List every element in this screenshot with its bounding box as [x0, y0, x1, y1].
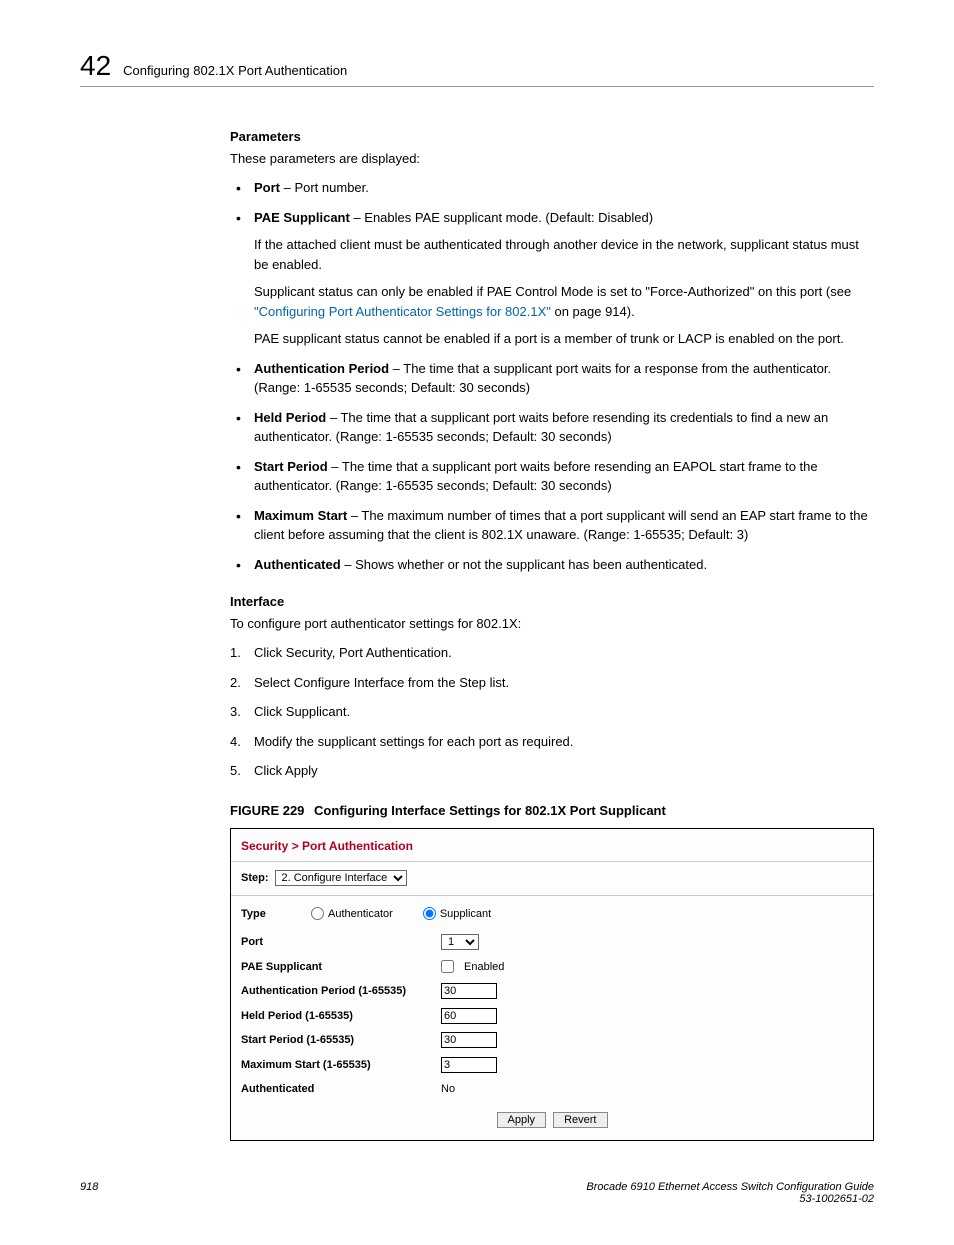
sub-para: Supplicant status can only be enabled if…	[254, 282, 874, 321]
list-item: Authentication Period – The time that a …	[230, 359, 874, 398]
main-content: Parameters These parameters are displaye…	[230, 127, 874, 1141]
sub-para: If the attached client must be authentic…	[254, 235, 874, 274]
page-header: 42 Configuring 802.1X Port Authenticatio…	[80, 50, 874, 87]
auth-period-input[interactable]	[441, 983, 497, 999]
radio-label: Supplicant	[440, 906, 491, 923]
pae-label: PAE Supplicant	[241, 959, 441, 976]
authenticated-label: Authenticated	[241, 1081, 441, 1098]
step-row: Step: 2. Configure Interface	[231, 862, 873, 896]
held-period-row: Held Period (1-65535)	[241, 1008, 863, 1025]
type-option-authenticator[interactable]: Authenticator	[311, 906, 393, 923]
desc: – The maximum number of times that a por…	[254, 508, 868, 543]
start-period-input[interactable]	[441, 1032, 497, 1048]
term: PAE Supplicant	[254, 210, 350, 225]
apply-button[interactable]: Apply	[497, 1112, 547, 1128]
interface-intro: To configure port authenticator settings…	[230, 614, 874, 634]
radio-supplicant[interactable]	[423, 907, 436, 920]
max-start-row: Maximum Start (1-65535)	[241, 1057, 863, 1074]
auth-period-label: Authentication Period (1-65535)	[241, 983, 441, 1000]
steps-list: Click Security, Port Authentication. Sel…	[230, 643, 874, 781]
list-item: Port – Port number.	[230, 178, 874, 198]
step-item: Select Configure Interface from the Step…	[230, 673, 874, 693]
authenticated-value: No	[441, 1081, 455, 1098]
desc: – The time that a supplicant port waits …	[254, 410, 828, 445]
interface-heading: Interface	[230, 592, 874, 612]
step-item: Click Supplicant.	[230, 702, 874, 722]
type-row: Type Authenticator Supplicant	[241, 906, 863, 923]
term: Authenticated	[254, 557, 341, 572]
list-item: PAE Supplicant – Enables PAE supplicant …	[230, 208, 874, 349]
held-period-label: Held Period (1-65535)	[241, 1008, 441, 1025]
port-label: Port	[241, 934, 441, 951]
revert-button[interactable]: Revert	[553, 1112, 607, 1128]
figure-title: Configuring Interface Settings for 802.1…	[314, 803, 666, 818]
term: Start Period	[254, 459, 328, 474]
radio-authenticator[interactable]	[311, 907, 324, 920]
figure-label: FIGURE 229	[230, 803, 304, 818]
figure-caption: FIGURE 229 Configuring Interface Setting…	[230, 801, 874, 821]
button-row: Apply Revert	[241, 1112, 863, 1129]
pae-enabled-checkbox[interactable]	[441, 960, 454, 973]
start-period-label: Start Period (1-65535)	[241, 1032, 441, 1049]
chapter-number: 42	[80, 50, 111, 82]
cross-ref-link[interactable]: "Configuring Port Authenticator Settings…	[254, 304, 551, 319]
step-label: Step:	[241, 870, 269, 887]
parameters-intro: These parameters are displayed:	[230, 149, 874, 169]
text: on page 914).	[551, 304, 635, 319]
max-start-input[interactable]	[441, 1057, 497, 1073]
ui-body: Type Authenticator Supplicant Port 1	[231, 896, 873, 1141]
term: Port	[254, 180, 280, 195]
term: Authentication Period	[254, 361, 389, 376]
chapter-title: Configuring 802.1X Port Authentication	[123, 63, 347, 78]
list-item: Maximum Start – The maximum number of ti…	[230, 506, 874, 545]
port-select[interactable]: 1	[441, 934, 479, 950]
step-item: Click Apply	[230, 761, 874, 781]
text: Supplicant status can only be enabled if…	[254, 284, 851, 299]
page-footer: 918 Brocade 6910 Ethernet Access Switch …	[80, 1181, 874, 1205]
sub-para: PAE supplicant status cannot be enabled …	[254, 329, 874, 349]
type-label: Type	[241, 906, 311, 923]
held-period-input[interactable]	[441, 1008, 497, 1024]
step-select[interactable]: 2. Configure Interface	[275, 870, 407, 886]
doc-title: Brocade 6910 Ethernet Access Switch Conf…	[586, 1181, 874, 1193]
parameters-list: Port – Port number. PAE Supplicant – Ena…	[230, 178, 874, 574]
port-row: Port 1	[241, 934, 863, 951]
radio-label: Authenticator	[328, 906, 393, 923]
term: Held Period	[254, 410, 326, 425]
doc-id: 53-1002651-02	[799, 1193, 874, 1205]
desc: – Shows whether or not the supplicant ha…	[341, 557, 707, 572]
list-item: Held Period – The time that a supplicant…	[230, 408, 874, 447]
term: Maximum Start	[254, 508, 347, 523]
step-item: Click Security, Port Authentication.	[230, 643, 874, 663]
type-option-supplicant[interactable]: Supplicant	[423, 906, 491, 923]
start-period-row: Start Period (1-65535)	[241, 1032, 863, 1049]
desc: – The time that a supplicant port waits …	[254, 459, 818, 494]
list-item: Start Period – The time that a supplican…	[230, 457, 874, 496]
ui-screenshot-panel: Security > Port Authentication Step: 2. …	[230, 828, 874, 1141]
desc: – Enables PAE supplicant mode. (Default:…	[350, 210, 653, 225]
parameters-heading: Parameters	[230, 127, 874, 147]
page-number: 918	[80, 1181, 98, 1205]
desc: – Port number.	[280, 180, 369, 195]
pae-check-label: Enabled	[464, 959, 504, 976]
pae-row: PAE Supplicant Enabled	[241, 959, 863, 976]
list-item: Authenticated – Shows whether or not the…	[230, 555, 874, 575]
step-item: Modify the supplicant settings for each …	[230, 732, 874, 752]
max-start-label: Maximum Start (1-65535)	[241, 1057, 441, 1074]
auth-period-row: Authentication Period (1-65535)	[241, 983, 863, 1000]
authenticated-row: Authenticated No	[241, 1081, 863, 1098]
breadcrumb: Security > Port Authentication	[231, 829, 873, 862]
